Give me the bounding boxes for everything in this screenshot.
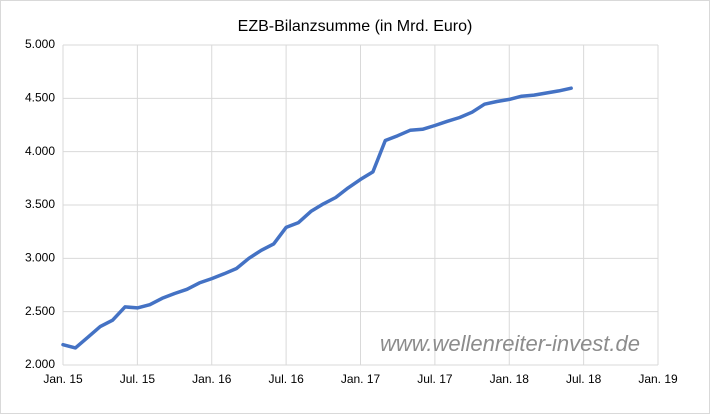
x-tick-label: Jan. 18 xyxy=(490,372,530,386)
y-tick-label: 2.500 xyxy=(25,304,55,318)
x-tick-label: Jan. 19 xyxy=(638,372,678,386)
x-tick-label: Jul. 16 xyxy=(268,372,304,386)
x-tick-label: Jan. 16 xyxy=(192,372,232,386)
y-tick-label: 4.000 xyxy=(25,144,55,158)
chart-title: EZB-Bilanzsumme (in Mrd. Euro) xyxy=(238,18,473,35)
x-tick-label: Jul. 18 xyxy=(566,372,602,386)
x-tick-label: Jan. 15 xyxy=(43,372,83,386)
x-tick-label: Jul. 17 xyxy=(417,372,453,386)
x-tick-label: Jul. 15 xyxy=(120,372,156,386)
y-tick-label: 2.000 xyxy=(25,357,55,371)
data-line xyxy=(61,86,573,350)
y-tick-label: 5.000 xyxy=(25,37,55,51)
y-tick-label: 3.500 xyxy=(25,197,55,211)
watermark: www.wellenreiter-invest.de xyxy=(380,331,640,356)
x-tick-label: Jan. 17 xyxy=(341,372,381,386)
y-tick-label: 4.500 xyxy=(25,91,55,105)
y-tick-label: 3.000 xyxy=(25,251,55,265)
